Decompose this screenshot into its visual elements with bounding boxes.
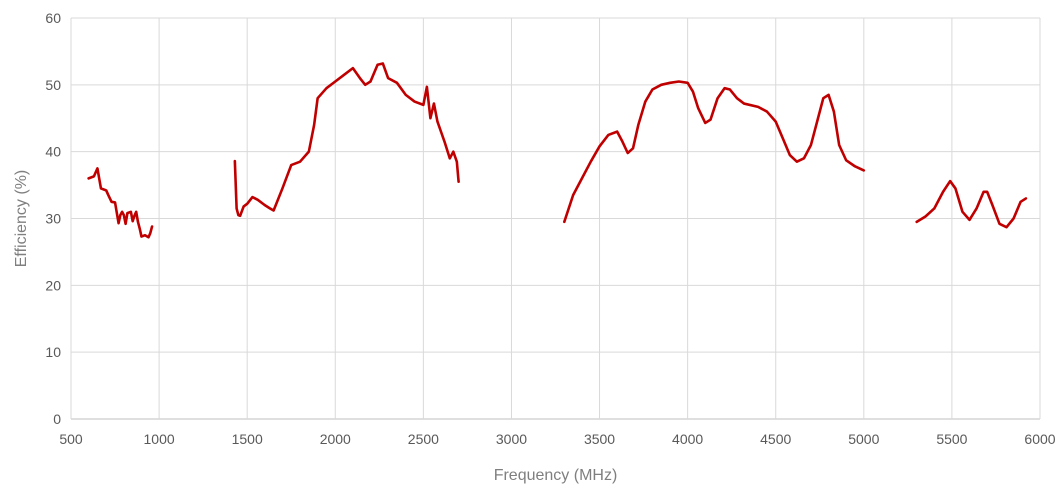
series-line-segment [87,167,154,239]
gridlines [70,17,1041,420]
y-tick-label: 30 [45,211,61,227]
series-line-segment [563,80,866,224]
x-axis-title: Frequency (MHz) [494,467,618,484]
y-tick-label: 10 [45,344,61,360]
series-line-segment [915,179,1028,229]
x-tick-label: 500 [59,431,83,447]
x-tick-label: 1500 [232,431,263,447]
x-tick-label: 4000 [672,431,703,447]
x-tick-label: 2000 [320,431,351,447]
x-tick-label: 3000 [496,431,527,447]
x-tick-label: 4500 [760,431,791,447]
y-tick-label: 40 [45,144,61,160]
y-axis-title: Efficiency (%) [13,170,30,268]
y-tick-label: 20 [45,277,61,293]
series-line-segment [233,62,460,218]
x-tick-label: 6000 [1024,431,1055,447]
x-tick-label: 2500 [408,431,439,447]
x-tick-label: 5000 [848,431,879,447]
y-tick-label: 0 [53,411,61,427]
tick-labels: 0 10 20 30 40 50 60 500 1000 1500 2000 2500 3000 3500… [45,10,1055,447]
series [87,62,1028,239]
x-tick-label: 5500 [936,431,967,447]
x-tick-label: 3500 [584,431,615,447]
x-tick-label: 1000 [144,431,175,447]
y-tick-label: 50 [45,77,61,93]
y-tick-label: 60 [45,10,61,26]
